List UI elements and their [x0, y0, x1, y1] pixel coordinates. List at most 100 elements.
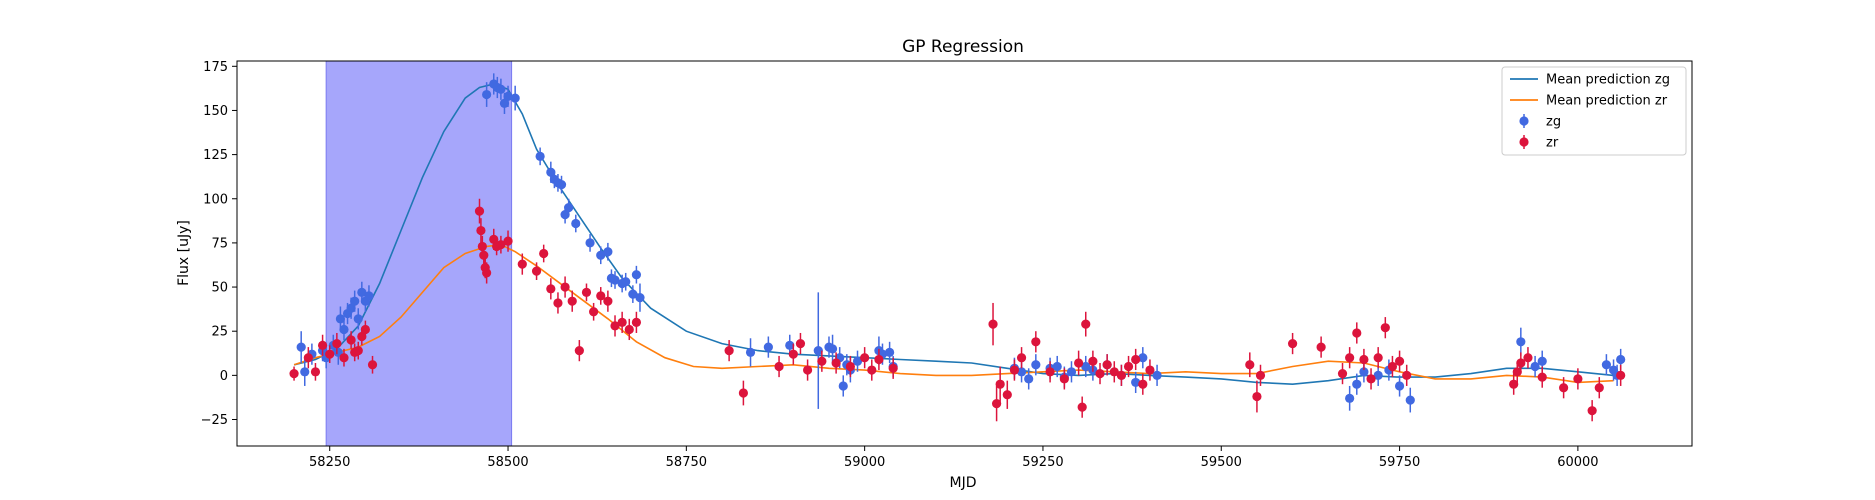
- point-layer: [289, 73, 1626, 422]
- legend-marker-swatch: [1519, 137, 1529, 147]
- data-point-zr: [303, 353, 313, 363]
- data-point-zg: [785, 340, 795, 350]
- data-point-zg: [296, 342, 306, 352]
- x-tick-label: 59500: [1201, 455, 1242, 470]
- data-point-zg: [510, 93, 520, 103]
- data-point-zr: [1145, 365, 1155, 375]
- x-tick-label: 58250: [309, 455, 350, 470]
- data-point-zg: [1345, 393, 1355, 403]
- data-point-zg: [546, 167, 556, 177]
- data-point-zg: [1052, 361, 1062, 372]
- data-point-zr: [1594, 383, 1604, 393]
- data-point-zr: [567, 296, 577, 306]
- data-point-zr: [360, 324, 370, 335]
- y-tick-label: 75: [211, 236, 228, 251]
- data-point-zr: [503, 236, 513, 246]
- data-point-zr: [1245, 360, 1255, 370]
- data-point-zr: [1131, 354, 1141, 365]
- data-point-zr: [888, 363, 898, 373]
- data-point-zr: [1337, 368, 1348, 379]
- data-point-zr: [1352, 328, 1362, 338]
- data-point-zg: [346, 303, 356, 313]
- x-axis-label: MJD: [950, 475, 977, 491]
- x-tick-label: 59000: [844, 455, 885, 470]
- data-point-zr: [539, 248, 549, 259]
- data-point-zr: [1387, 361, 1398, 372]
- data-point-zr: [531, 266, 542, 276]
- axes-layer: 58250 58500 58750 59000 59250 59500 59750 60000…: [201, 60, 1693, 470]
- data-point-zg: [350, 296, 360, 306]
- data-point-zr: [1559, 383, 1569, 393]
- data-point-zr: [1116, 370, 1127, 380]
- data-point-zr: [995, 379, 1005, 389]
- data-point-zg: [496, 84, 506, 94]
- data-point-zg: [585, 238, 595, 248]
- data-point-zr: [482, 268, 492, 278]
- data-point-zr: [738, 388, 748, 398]
- data-point-zr: [596, 291, 606, 301]
- data-point-zr: [574, 346, 584, 356]
- data-point-zr: [589, 307, 599, 317]
- data-point-zg: [571, 218, 581, 229]
- data-point-zr: [560, 282, 570, 292]
- data-point-zg: [353, 314, 363, 324]
- data-point-zr: [1366, 374, 1376, 384]
- data-point-zg: [838, 381, 848, 391]
- data-point-zr: [603, 296, 613, 306]
- series-line-0: [293, 83, 1614, 386]
- y-tick-label: 125: [203, 148, 228, 163]
- data-point-zg: [852, 356, 863, 366]
- data-point-zg: [535, 151, 545, 161]
- data-point-zr: [477, 241, 487, 252]
- data-point-zr: [1512, 367, 1522, 377]
- data-point-zg: [1394, 381, 1405, 391]
- data-point-zr: [860, 353, 870, 363]
- data-point-zg: [1530, 361, 1540, 372]
- data-point-zr: [1074, 358, 1084, 368]
- data-point-zg: [300, 367, 310, 377]
- data-point-zr: [610, 321, 620, 331]
- data-point-zg: [1359, 367, 1369, 377]
- data-point-zg: [631, 270, 642, 280]
- data-point-zr: [353, 346, 363, 356]
- x-tick-label: 59750: [1379, 455, 1420, 470]
- legend-marker-swatch: [1519, 116, 1529, 126]
- data-point-zg: [827, 344, 838, 354]
- data-point-zr: [581, 287, 592, 297]
- data-point-zg: [499, 98, 510, 108]
- data-point-zg: [1616, 354, 1626, 365]
- legend-label: zg: [1546, 115, 1561, 130]
- data-point-zg: [556, 180, 567, 190]
- data-point-zg: [763, 342, 773, 352]
- data-point-zr: [1109, 367, 1119, 377]
- data-point-zr: [1359, 354, 1369, 365]
- data-point-zr: [631, 317, 642, 327]
- data-point-zg: [1131, 377, 1141, 388]
- data-point-zr: [1402, 370, 1412, 380]
- data-point-zr: [1516, 358, 1526, 368]
- data-point-zg: [1152, 370, 1162, 380]
- data-point-zg: [1516, 337, 1526, 347]
- data-point-zr: [1587, 406, 1597, 416]
- data-point-zg: [1138, 353, 1148, 363]
- data-point-zg: [1024, 374, 1034, 384]
- data-point-zr: [289, 368, 299, 379]
- data-point-zr: [1095, 368, 1105, 379]
- data-point-zr: [1316, 342, 1326, 352]
- data-point-zr: [1081, 319, 1091, 329]
- data-point-zr: [1016, 353, 1027, 363]
- x-tick-label: 58750: [666, 455, 707, 470]
- data-point-zr: [1509, 379, 1519, 389]
- data-point-zr: [1394, 356, 1405, 366]
- data-point-zg: [1016, 367, 1027, 377]
- data-point-zr: [1102, 360, 1112, 370]
- data-point-zr: [1373, 353, 1383, 363]
- y-tick-label: 25: [211, 325, 228, 340]
- data-point-zr: [795, 338, 806, 349]
- x-tick-label: 59250: [1022, 455, 1063, 470]
- data-point-zr: [317, 340, 328, 350]
- data-point-zg: [560, 210, 570, 220]
- data-point-zr: [867, 365, 877, 375]
- x-tick-label: 60000: [1557, 455, 1598, 470]
